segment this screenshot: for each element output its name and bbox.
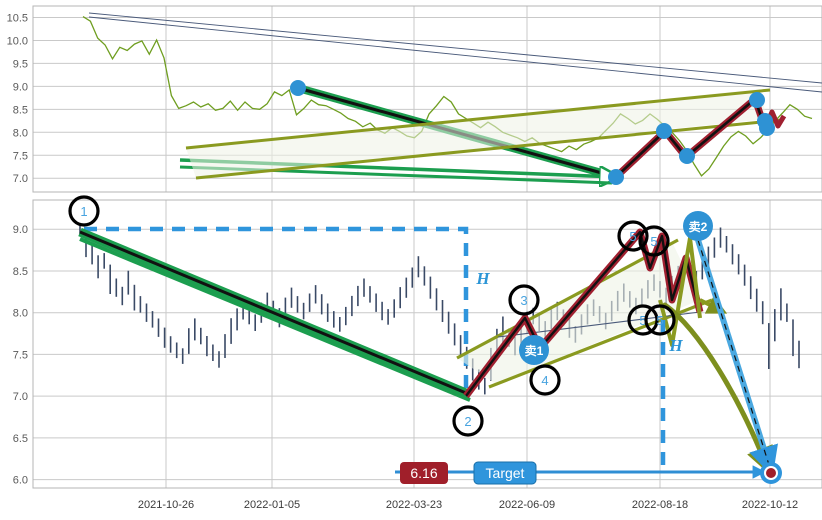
upper-ytick-label: 7.0: [13, 173, 28, 185]
lower-ytick-label: 8.5: [13, 266, 28, 278]
wave-circle-label: 4: [541, 373, 548, 388]
upper-ytick-label: 9.5: [13, 58, 28, 70]
upper-guide-line-a: [88, 12, 822, 84]
lower-downtrend-rail: [79, 237, 471, 402]
sell-marker[interactable]: 卖2: [683, 211, 713, 241]
wave-circle: 5: [644, 304, 676, 336]
upper-ytick-label: 8.5: [13, 104, 28, 116]
wave-circle-label: 5: [629, 229, 636, 244]
price-box-label: 6.16: [410, 465, 437, 481]
lower-olive-zigzag: [658, 236, 702, 347]
x-axis-tick-label: 2022-01-05: [244, 499, 300, 511]
lower-channel-upper-rail: [456, 238, 679, 360]
x-axis-tick-label: 2022-06-09: [499, 499, 555, 511]
target-label-box[interactable]: Target: [473, 461, 537, 485]
height-label: H: [668, 336, 683, 355]
wave-circle-label: 2: [464, 414, 471, 429]
lower-ytick-label: 7.5: [13, 349, 28, 361]
upper-pivot-dot: [290, 80, 306, 96]
wave-circle-label: 5: [650, 234, 657, 249]
upper-panel-frame: [32, 5, 822, 193]
lower-ytick-label: 6.0: [13, 475, 28, 487]
lower-measure-box-left: [84, 226, 469, 398]
wave-circle-ring: [529, 364, 561, 396]
upper-channel-lower-rail: [195, 118, 783, 180]
x-axis-tick-label: 2022-08-18: [632, 499, 688, 511]
target-inner-dot: [766, 468, 776, 478]
upper-pivot-dot: [656, 123, 672, 139]
lower-sell2-projection-dash: [697, 239, 771, 469]
target-point-marker[interactable]: [760, 462, 782, 484]
upper-pivot-dot: [759, 120, 775, 136]
lower-ytick-label: 9.0: [13, 224, 28, 236]
target-box-bg: [473, 461, 537, 485]
height-measure-labels: HH: [475, 269, 683, 355]
wave-circle-label: 3: [520, 293, 527, 308]
lower-downtrend-black: [79, 230, 467, 395]
upper-pivot-dot: [679, 148, 695, 164]
wave-circle-ring: [627, 304, 659, 336]
lower-ytick-label: 6.5: [13, 433, 28, 445]
x-axis-tick-label: 2021-10-26: [138, 499, 194, 511]
height-label: H: [475, 269, 490, 288]
lower-panel-ytick-labels: 9.0 8.5 8.0 7.5 7.0 6.5 6.0: [13, 224, 28, 486]
sell-marker-label: 卖2: [689, 219, 708, 234]
wave-circle-label: 5: [656, 313, 663, 328]
sell-marker-label: 卖1: [525, 343, 544, 358]
sell-marker-circle: [683, 211, 713, 241]
wave-circle: 5: [638, 225, 670, 257]
wave-circle-label: 5: [639, 313, 646, 328]
upper-ytick-label: 9.0: [13, 81, 28, 93]
lower-ytick-label: 8.0: [13, 308, 28, 320]
wave-circle-ring: [508, 284, 540, 316]
upper-ytick-label: 7.5: [13, 150, 28, 162]
lower-impulse-black: [465, 230, 702, 397]
upper-ytick-label: 10.0: [7, 35, 28, 47]
x-axis-tick-label: 2022-03-23: [386, 499, 442, 511]
upper-guide-line-b: [88, 16, 822, 93]
upper-ytick-label: 8.0: [13, 127, 28, 139]
sell-marker-circle: [519, 335, 549, 365]
wave-circle-ring: [617, 220, 649, 252]
x-axis-tick-label: 2022-10-12: [742, 499, 798, 511]
wave-circle: 5: [617, 220, 649, 252]
wave-circle-label: 1: [80, 204, 87, 219]
wave-circle-ring: [644, 304, 676, 336]
wave-circle: 4: [529, 364, 561, 396]
target-box-label: Target: [486, 465, 525, 481]
wave-circle: 2: [452, 405, 484, 437]
wave-circle: 5: [627, 304, 659, 336]
x-axis-tick-labels: 2021-10-26 2022-01-05 2022-03-23 2022-06-09…: [138, 499, 798, 511]
lower-projection-arc: [662, 302, 773, 475]
wave-circle: 3: [508, 284, 540, 316]
upper-pivot-dot: [749, 92, 765, 108]
price-label-box[interactable]: 6.16: [400, 462, 448, 484]
wave-circle-ring: [638, 225, 670, 257]
upper-rising-channel-fill: [186, 89, 767, 178]
upper-ytick-label: 10.5: [7, 12, 28, 24]
sell-signal-markers: 卖1 卖2: [519, 211, 713, 365]
upper-pivot-markers: [290, 80, 775, 185]
upper-panel-ytick-labels: 10.5 10.0 9.5 9.0 8.5 8.0 7.5 7.0: [7, 12, 28, 185]
upper-pivot-dot: [608, 169, 624, 185]
lower-ytick-label: 7.0: [13, 391, 28, 403]
price-box-bg: [400, 462, 448, 484]
lower-panel-frame: [32, 199, 822, 489]
wave-circle-ring: [68, 195, 100, 227]
sell-marker[interactable]: 卖1: [519, 335, 549, 365]
upper-channel-upper-rail: [185, 88, 771, 150]
wave-circle: 1: [68, 195, 100, 227]
wave-circle-ring: [452, 405, 484, 437]
lower-rising-channel-fill: [457, 242, 700, 384]
